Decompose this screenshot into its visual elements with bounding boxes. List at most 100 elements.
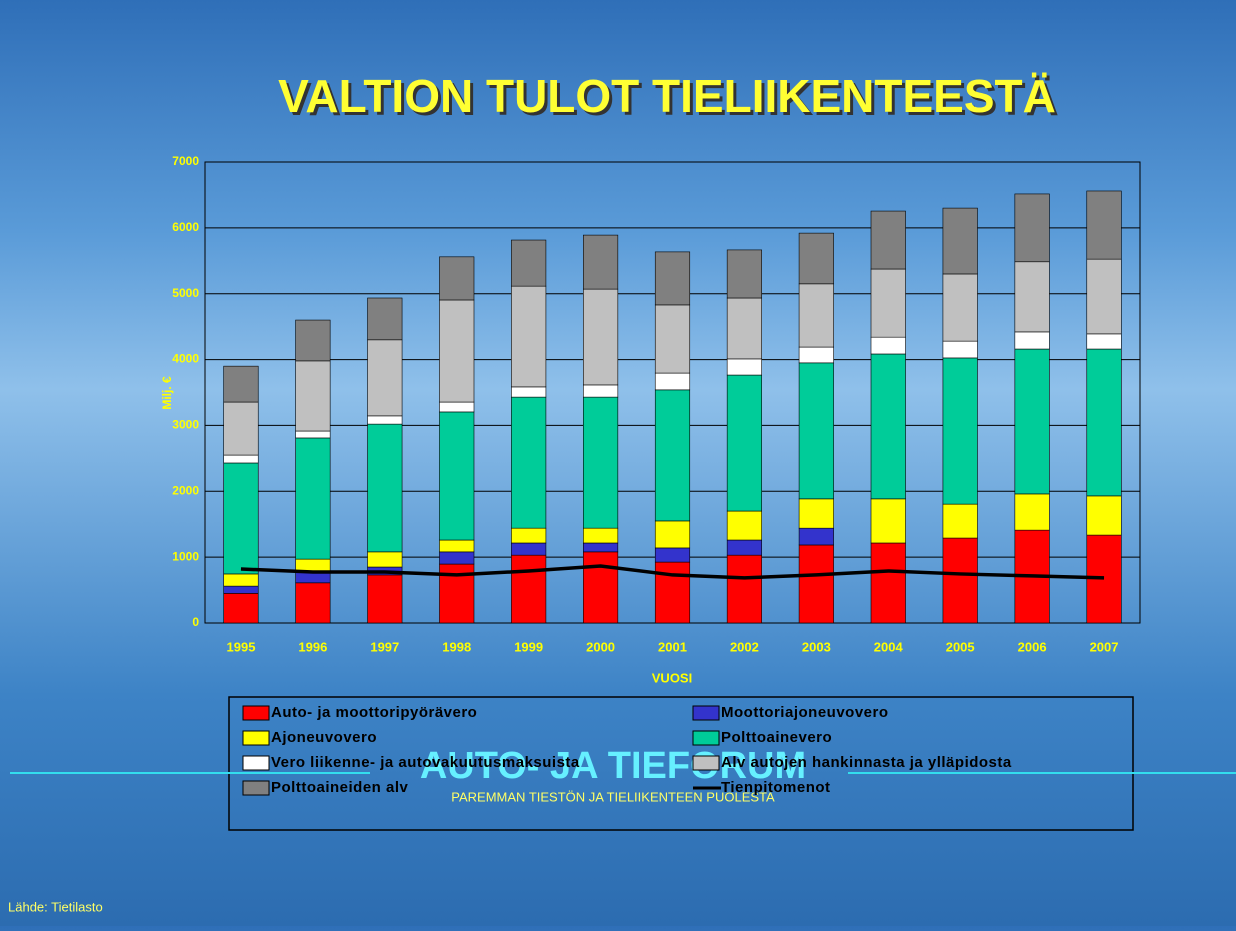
bar-segment <box>583 235 618 289</box>
bar-segment <box>224 463 259 574</box>
bar-segment <box>296 583 331 623</box>
legend-swatch <box>243 756 269 770</box>
x-tick-label: 2000 <box>586 639 615 654</box>
bar-segment <box>583 543 618 552</box>
x-tick-label: 2007 <box>1090 639 1119 654</box>
bar-segment <box>871 354 906 499</box>
x-tick-label: 2002 <box>730 639 759 654</box>
x-tick-label: 2003 <box>802 639 831 654</box>
bar-segment <box>1015 349 1050 494</box>
bar-segment <box>799 499 834 528</box>
bar-segment <box>727 250 762 298</box>
x-tick-label: 2006 <box>1018 639 1047 654</box>
bar-segment <box>224 586 259 593</box>
x-axis-label: VUOSI <box>652 670 692 685</box>
bar-segment <box>871 543 906 623</box>
y-tick-label: 6000 <box>172 220 199 234</box>
bar-segment <box>799 545 834 623</box>
bar-segment <box>1087 191 1122 259</box>
legend-label: Tienpitomenot <box>721 779 831 796</box>
bar-segment <box>583 289 618 385</box>
legend-label: Polttoaineiden alv <box>271 779 409 796</box>
bar-segment <box>368 552 403 567</box>
bar-segment <box>296 438 331 559</box>
bar-segment <box>727 359 762 375</box>
bar-segment <box>1087 349 1122 496</box>
bar-segment <box>1015 194 1050 262</box>
legend-label: Auto- ja moottoripyörävero <box>271 704 477 721</box>
bar-segment <box>943 358 978 504</box>
bar-segment <box>296 431 331 438</box>
x-tick-label: 1995 <box>227 639 256 654</box>
bar-segment <box>439 412 474 540</box>
x-tick-label: 1997 <box>370 639 399 654</box>
y-tick-label: 4000 <box>172 352 199 366</box>
legend-swatch <box>243 781 269 795</box>
bar-segment <box>1087 496 1122 535</box>
bar-segment <box>943 504 978 538</box>
bar-segment <box>583 385 618 397</box>
y-tick-label: 5000 <box>172 286 199 300</box>
chart: VALTION TULOT TIELIIKENTEESTÄ VALTION TU… <box>0 0 1236 926</box>
bar-segment <box>655 390 690 521</box>
bar-segment <box>1015 262 1050 332</box>
bar-segment <box>799 284 834 347</box>
bar-segment <box>224 366 259 402</box>
legend-label: Alv autojen hankinnasta ja ylläpidosta <box>721 754 1012 771</box>
bar-segment <box>511 240 546 286</box>
x-tick-label: 1996 <box>298 639 327 654</box>
bar-segment <box>368 575 403 623</box>
page: VALTION TULOT TIELIIKENTEESTÄ VALTION TU… <box>0 0 1236 926</box>
legend-label: Polttoainevero <box>721 729 832 746</box>
bar-segment <box>871 337 906 354</box>
chart-title: VALTION TULOT TIELIIKENTEESTÄ <box>278 70 1056 122</box>
x-tick-label: 1998 <box>442 639 471 654</box>
legend-swatch <box>693 706 719 720</box>
x-tick-label: 2004 <box>874 639 904 654</box>
bar-segment <box>511 397 546 528</box>
x-tick-label: 2001 <box>658 639 687 654</box>
x-tick-label: 1999 <box>514 639 543 654</box>
bar-segment <box>439 257 474 300</box>
bar-segment <box>655 252 690 305</box>
legend-label: Vero liikenne- ja autovakuutusmaksuista <box>271 754 580 771</box>
bar-segment <box>727 375 762 511</box>
bar-segment <box>727 540 762 555</box>
bar-segment <box>511 555 546 623</box>
bar-segment <box>511 286 546 387</box>
bar-segment <box>368 298 403 340</box>
bar-segment <box>871 499 906 543</box>
bar-segment <box>368 424 403 552</box>
bar-segment <box>296 361 331 431</box>
bar-segment <box>943 274 978 341</box>
bar-segment <box>511 543 546 555</box>
y-tick-label: 1000 <box>172 549 199 563</box>
bar-segment <box>224 574 259 586</box>
bar-segment <box>439 402 474 412</box>
bar-segment <box>727 298 762 359</box>
bar-segment <box>655 562 690 623</box>
bar-segment <box>1015 494 1050 530</box>
footer-source: Lähde: Tietilasto <box>8 899 103 914</box>
legend-swatch <box>693 731 719 745</box>
legend-swatch <box>243 706 269 720</box>
bar-segment <box>511 387 546 397</box>
bar-segment <box>1087 259 1122 334</box>
bar-segment <box>943 341 978 358</box>
legend-label: Ajoneuvovero <box>271 729 377 746</box>
bar-segment <box>1015 332 1050 349</box>
bar-segment <box>224 455 259 463</box>
bar-segment <box>583 397 618 528</box>
bar-segment <box>943 538 978 623</box>
bar-segment <box>224 593 259 623</box>
bar-segment <box>871 211 906 269</box>
y-tick-label: 0 <box>192 615 199 629</box>
bar-segment <box>799 233 834 284</box>
bar-segment <box>439 552 474 564</box>
bar-segment <box>655 521 690 548</box>
bar-segment <box>296 320 331 361</box>
bar-segment <box>799 347 834 363</box>
bar-segment <box>727 511 762 540</box>
x-tick-label: 2005 <box>946 639 975 654</box>
bar-segment <box>439 300 474 402</box>
